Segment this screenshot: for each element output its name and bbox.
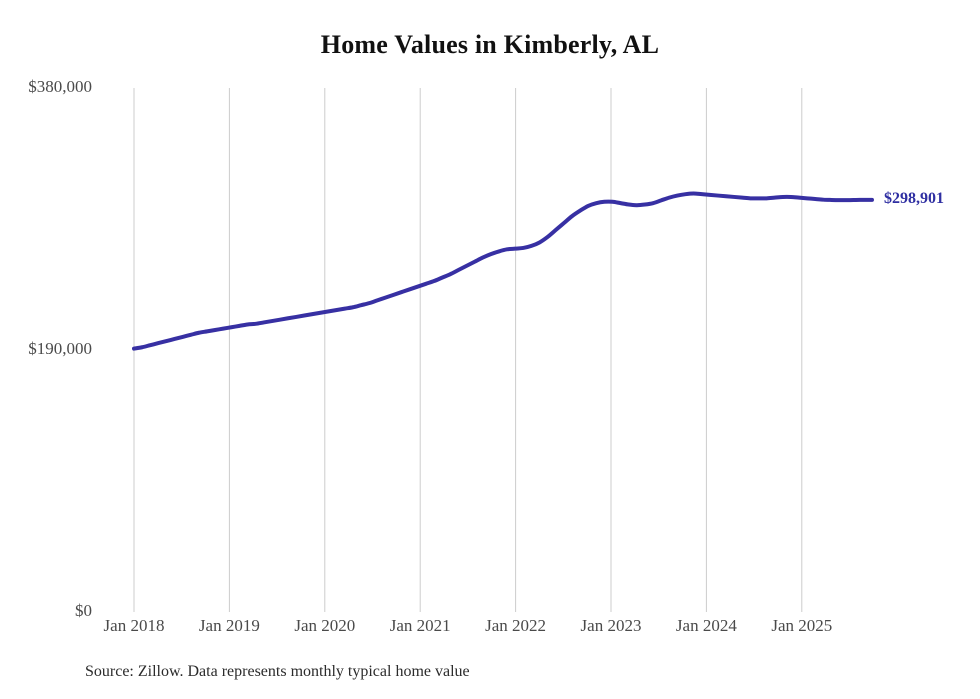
x-tick-label-5: Jan 2023 — [580, 616, 642, 635]
chart-title: Home Values in Kimberly, AL — [320, 30, 660, 59]
gridlines-group — [133, 88, 803, 612]
y-tick-label-1: $190,000 — [28, 339, 92, 358]
x-tick-label-2: Jan 2020 — [294, 616, 356, 635]
x-tick-label-0: Jan 2018 — [103, 616, 165, 635]
y-tick-label-0: $0 — [75, 601, 92, 620]
x-tick-label-3: Jan 2021 — [389, 616, 451, 635]
source-note: Source: Zillow. Data represents monthly … — [85, 663, 470, 680]
y-tick-label-2: $380,000 — [28, 77, 92, 96]
x-tick-label-6: Jan 2024 — [675, 616, 737, 635]
x-tick-label-7: Jan 2025 — [771, 616, 833, 635]
series-end-value-label: $298,901 — [884, 189, 944, 207]
x-tick-label-4: Jan 2022 — [485, 616, 547, 635]
x-tick-label-1: Jan 2019 — [198, 616, 260, 635]
series-line-typical-home-value — [132, 191, 874, 351]
